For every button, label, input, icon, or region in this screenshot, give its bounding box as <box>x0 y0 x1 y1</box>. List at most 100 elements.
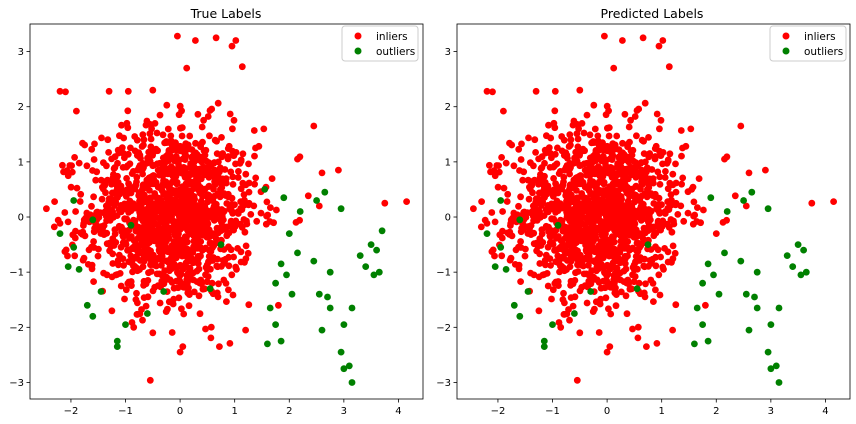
inlier-point <box>186 302 193 309</box>
outlier-point <box>144 310 151 317</box>
inlier-point <box>541 194 548 201</box>
inlier-point <box>659 37 666 44</box>
inlier-point <box>264 212 271 219</box>
inlier-point <box>558 237 565 244</box>
inlier-point <box>98 135 105 142</box>
inlier-point <box>141 136 148 143</box>
inlier-point <box>154 160 161 167</box>
outlier-point <box>128 222 135 229</box>
inlier-point <box>613 231 620 238</box>
inlier-point <box>600 147 607 154</box>
inlier-point <box>584 300 591 307</box>
outlier-point <box>765 205 772 212</box>
inlier-point <box>658 117 665 124</box>
inlier-point <box>148 136 155 143</box>
inlier-point <box>613 223 620 230</box>
inlier-point <box>633 174 640 181</box>
legend-label-inliers: inliers <box>804 31 836 43</box>
inlier-point <box>659 264 666 271</box>
inlier-point <box>173 147 180 154</box>
inlier-point <box>166 181 173 188</box>
inlier-point <box>665 248 672 255</box>
inlier-point <box>241 191 248 198</box>
inlier-point <box>139 166 146 173</box>
inlier-point <box>182 140 189 147</box>
inlier-point <box>630 216 637 223</box>
inlier-point <box>162 245 169 252</box>
inlier-point <box>137 257 144 264</box>
inlier-point <box>635 106 642 113</box>
inlier-point <box>655 219 662 226</box>
inlier-point <box>551 247 558 254</box>
inlier-point <box>544 186 551 193</box>
inlier-point <box>143 219 150 226</box>
inlier-point <box>129 269 136 276</box>
inlier-point <box>482 217 489 224</box>
outlier-point <box>773 363 780 370</box>
inlier-point <box>583 172 590 179</box>
inlier-point <box>552 88 559 95</box>
inlier-point <box>625 165 632 172</box>
inlier-point <box>208 106 215 113</box>
inlier-point <box>503 160 510 167</box>
inlier-point <box>601 181 608 188</box>
inlier-point <box>104 240 111 247</box>
outlier-point <box>748 189 755 196</box>
inlier-point <box>515 203 522 210</box>
inlier-point <box>121 216 128 223</box>
inlier-point <box>167 133 174 140</box>
x-tick-label: −2 <box>491 406 506 417</box>
inlier-point <box>613 179 620 186</box>
outlier-point <box>516 216 523 223</box>
inlier-point <box>124 247 131 254</box>
inlier-point <box>145 159 152 166</box>
inlier-point <box>143 231 150 238</box>
inlier-point <box>252 145 259 152</box>
inlier-point <box>626 124 633 131</box>
inlier-point <box>174 158 181 165</box>
inlier-point <box>527 270 534 277</box>
inlier-point <box>223 298 230 305</box>
inlier-point <box>229 125 236 132</box>
inlier-point <box>192 37 199 44</box>
y-tick-label: 3 <box>18 47 24 58</box>
outlier-point <box>705 338 712 345</box>
inlier-point <box>673 200 680 207</box>
inlier-point <box>572 175 579 182</box>
outlier-point <box>645 241 652 248</box>
inlier-point <box>617 209 624 216</box>
outlier-point <box>746 327 753 334</box>
inlier-point <box>130 324 137 331</box>
inlier-point <box>174 269 181 276</box>
inlier-point <box>226 230 233 237</box>
inlier-point <box>551 107 558 114</box>
outlier-point <box>321 189 328 196</box>
outlier-point <box>511 302 518 309</box>
inlier-point <box>170 296 177 303</box>
outlier-point <box>89 313 96 320</box>
outlier-point <box>264 341 271 348</box>
inlier-point <box>92 177 99 184</box>
inlier-point <box>602 231 609 238</box>
inlier-point <box>635 240 642 247</box>
inlier-point <box>198 245 205 252</box>
inlier-point <box>158 262 165 269</box>
inlier-point <box>645 180 652 187</box>
inlier-point <box>638 203 645 210</box>
outlier-point <box>705 261 712 268</box>
inlier-point <box>166 169 173 176</box>
outlier-point <box>768 321 775 328</box>
inlier-point <box>670 218 677 225</box>
inlier-point <box>169 329 176 336</box>
inlier-point <box>230 254 237 261</box>
inlier-point <box>532 149 539 156</box>
inlier-point <box>195 111 202 118</box>
inlier-point <box>90 193 97 200</box>
inlier-point <box>136 189 143 196</box>
inlier-point <box>251 153 258 160</box>
inlier-point <box>145 175 152 182</box>
inlier-point <box>239 224 246 231</box>
inlier-point <box>589 245 596 252</box>
inlier-point <box>629 326 636 333</box>
inlier-point <box>102 189 109 196</box>
